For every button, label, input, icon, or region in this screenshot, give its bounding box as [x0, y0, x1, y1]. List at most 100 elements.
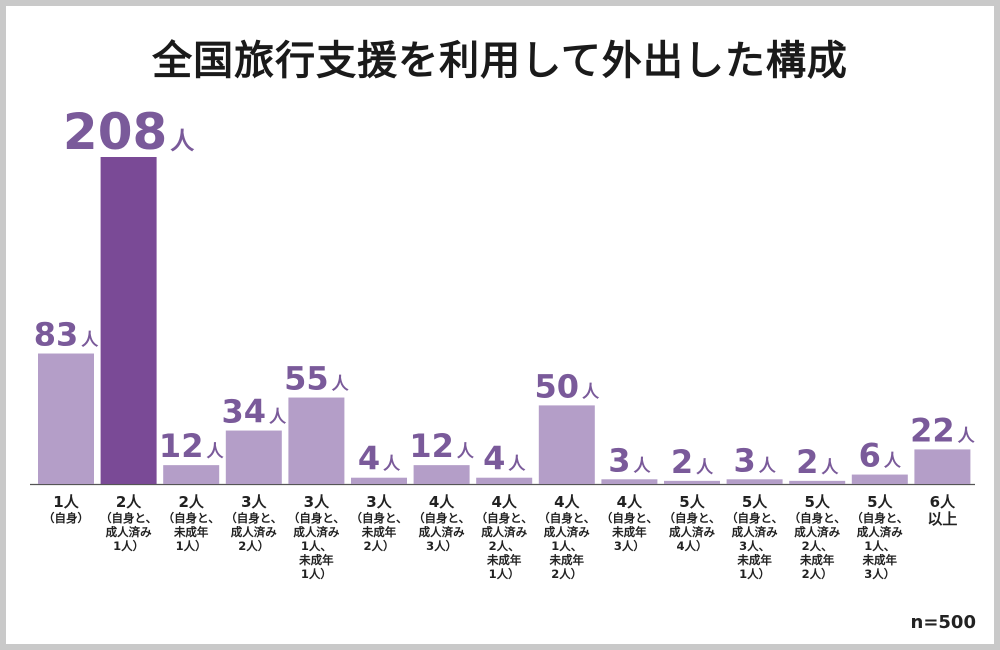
bar [163, 465, 220, 484]
category-main-label: 3人 [303, 493, 330, 511]
category-sub-label: 1人、 [300, 539, 332, 553]
category-label: 3人 （自身と、 成人済み 2人） [221, 493, 287, 554]
category-sub-label: （自身と、 [413, 511, 471, 525]
category-main-label: 1人 [53, 493, 79, 511]
category-sub-label: （自身と、 [100, 511, 158, 525]
bar [851, 474, 908, 484]
category-label: 5人 （自身と、 成人済み 3人、 未成年 1人） [722, 493, 788, 582]
bar [100, 157, 157, 484]
category-sub-label: 未成年 [299, 553, 334, 567]
category-sub-label: （自身） [43, 511, 89, 525]
category-label: 4人 （自身と、 成人済み 2人、 未成年 1人） [471, 494, 537, 582]
category-sub-label: （自身と、 [350, 511, 408, 525]
category-label: 4人 （自身と、 成人済み 3人） [409, 493, 475, 554]
category-sub-label: （自身と、 [663, 511, 721, 525]
bar [288, 397, 345, 484]
value-label: 208 人 [63, 103, 194, 161]
category-main-label: 4人 [616, 493, 643, 511]
category-label: 5人 （自身と、 成人済み 2人、 未成年 2人） [784, 493, 850, 582]
bar [789, 480, 846, 484]
category-main-label: 3人 [366, 493, 392, 511]
category-sub-label: 3人、 [739, 539, 771, 553]
category-sub-label: 2人、 [488, 539, 520, 553]
category-label: 5人 （自身と、 成人済み 4人） [659, 493, 725, 554]
category-sub-label: 1人、 [551, 539, 583, 553]
category-sub-label: 2人） [551, 567, 583, 581]
value-label: 50 人 [535, 367, 601, 405]
category-sub-label: （自身と、 [287, 511, 345, 525]
category-sub-label: 1人） [113, 539, 145, 553]
category-main-label: 3人 [241, 493, 267, 511]
category-main-label: 5人 [804, 493, 830, 511]
category-sub-label: 1人） [175, 539, 207, 553]
category-sub-label: 成人済み [481, 525, 528, 539]
category-sub-label: 未成年 [361, 525, 397, 539]
category-main-label: 5人 [741, 493, 768, 511]
category-sub-label: 成人済み [230, 525, 277, 539]
category-sub-label: （自身と、 [225, 511, 283, 525]
category-sub-label: 1人） [739, 567, 771, 581]
category-sub-label: 3人） [426, 539, 458, 553]
category-main-label: 4人 [428, 493, 455, 511]
category-sub-label: 2人） [363, 539, 395, 553]
category-main-label: 2人 [115, 493, 142, 511]
category-sub-label: 2人、 [801, 539, 833, 553]
category-main-label: 5人 [867, 493, 893, 511]
category-sub-label: 成人済み [105, 525, 152, 539]
category-label: 5人 （自身と、 成人済み 1人、 未成年 3人） [847, 493, 913, 582]
sample-size-note: n=500 [910, 612, 976, 633]
value-label: 12 人 [159, 427, 225, 465]
category-sub-label: 未成年 [549, 553, 585, 567]
chart-title: 全国旅行支援を利用して外出した構成 [152, 38, 848, 84]
bar [538, 405, 595, 484]
category-sub-label: （自身と、 [162, 511, 220, 525]
category-label: 4人 （自身と、 未成年 3人） [596, 493, 662, 554]
category-sub-label: 未成年 [799, 553, 835, 567]
category-sub-label: 成人済み [856, 525, 903, 539]
value-label: 55 人 [284, 360, 350, 398]
category-main-label: 6人 [929, 493, 956, 511]
category-sub-label: 2人） [238, 539, 270, 553]
category-label: 2人 （自身と、 成人済み 1人） [96, 493, 162, 554]
category-sub-label: （自身と、 [726, 511, 784, 525]
category-label: 3人 （自身と、 成人済み 1人、 未成年 1人） [283, 493, 349, 582]
bar [225, 430, 282, 484]
category-sub-label: 未成年 [486, 553, 522, 567]
bar [476, 477, 533, 484]
category-sub-label: （自身と、 [851, 511, 909, 525]
category-sub-label: 未成年 [862, 553, 898, 567]
category-sub-label: （自身と、 [475, 511, 533, 525]
category-sub-label: 成人済み [418, 525, 465, 539]
category-sub-label: 1人） [300, 567, 332, 581]
category-main-label: 5人 [679, 493, 705, 511]
category-sub-label: 1人） [488, 567, 520, 581]
category-label: 3人 （自身と、 未成年 2人） [346, 493, 412, 554]
category-sub-label: 成人済み [293, 525, 340, 539]
category-sub-label: 以上 [927, 510, 958, 528]
category-main-label: 2人 [178, 493, 204, 511]
category-sub-label: 成人済み [543, 525, 590, 539]
bar [664, 480, 720, 484]
category-label: 1人 （自身） [33, 493, 99, 526]
category-sub-label: 成人済み [794, 525, 841, 539]
category-sub-label: 2人） [801, 567, 833, 581]
value-label: 22 人 [910, 411, 976, 449]
value-label: 83 人 [34, 316, 100, 354]
bar [601, 479, 658, 484]
category-label: 2人 （自身と、 未成年 1人） [158, 493, 224, 554]
bar [38, 353, 94, 484]
category-label: 6人 以上 [909, 494, 975, 528]
category-sub-label: （自身と、 [788, 511, 846, 525]
category-sub-label: （自身と、 [600, 511, 658, 525]
category-sub-label: 未成年 [612, 525, 647, 539]
category-sub-label: 3人） [864, 567, 896, 581]
category-sub-label: 4人） [676, 539, 708, 553]
value-label: 12 人 [409, 427, 475, 465]
